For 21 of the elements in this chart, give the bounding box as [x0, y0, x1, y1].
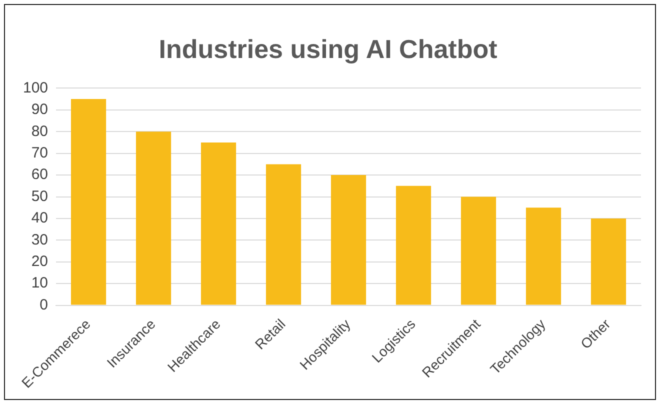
y-tick-label: 90: [31, 101, 48, 118]
bar: [460, 196, 496, 305]
y-tick-label: 0: [40, 296, 48, 314]
y-tick-label: 10: [31, 274, 48, 292]
bar: [590, 218, 626, 305]
bar: [330, 175, 366, 305]
bar: [266, 164, 302, 305]
bar: [396, 186, 432, 305]
y-tick-label: 100: [22, 79, 48, 96]
bar: [136, 132, 172, 305]
chart-title: Industries using AI Chatbot: [158, 34, 498, 64]
y-tick-label: 60: [31, 166, 48, 184]
bar: [526, 208, 562, 305]
y-tick-label: 20: [31, 253, 48, 270]
bar: [70, 99, 106, 305]
y-tick-label: 30: [31, 231, 48, 248]
bar: [200, 142, 236, 305]
y-tick-label: 70: [31, 144, 48, 162]
y-tick-label: 80: [31, 122, 48, 140]
y-tick-label: 40: [31, 210, 48, 227]
y-tick-label: 50: [31, 188, 48, 205]
